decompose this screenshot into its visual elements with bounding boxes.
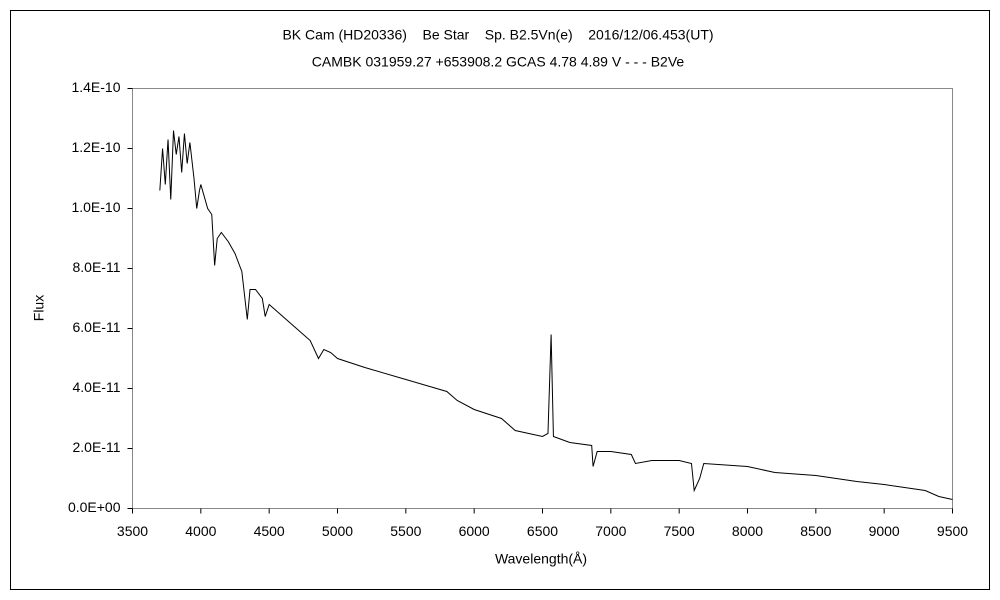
- chart-subtitle: CAMBK 031959.27 +653908.2 GCAS 4.78 4.89…: [312, 54, 685, 70]
- x-tick-label: 5000: [322, 523, 353, 539]
- x-tick-label: 6500: [527, 523, 558, 539]
- y-tick-label: 1.4E-10: [71, 79, 120, 95]
- x-tick-label: 6000: [459, 523, 490, 539]
- y-tick-label: 8.0E-11: [73, 259, 121, 275]
- y-tick-label: 4.0E-11: [73, 379, 121, 395]
- spectrum-line: [159, 130, 953, 500]
- y-tick-label: 1.2E-10: [71, 139, 120, 155]
- x-tick-label: 5500: [390, 523, 421, 539]
- x-tick-label: 7500: [664, 523, 695, 539]
- x-tick-label: 7000: [595, 523, 626, 539]
- x-axis-label: Wavelength(Å): [495, 551, 587, 567]
- chart-frame: [10, 10, 990, 590]
- x-tick-label: 4500: [254, 523, 285, 539]
- x-tick-label: 8500: [800, 523, 831, 539]
- x-tick-label: 9500: [937, 523, 968, 539]
- y-tick-label: 6.0E-11: [73, 319, 121, 335]
- y-tick-label: 0.0E+00: [68, 499, 121, 515]
- x-tick-label: 4000: [185, 523, 216, 539]
- chart-title: BK Cam (HD20336) Be Star Sp. B2.5Vn(e) 2…: [282, 27, 713, 43]
- x-tick-label: 3500: [117, 523, 148, 539]
- plot-area: [132, 88, 953, 509]
- y-axis-label: Flux: [31, 295, 47, 321]
- x-tick-label: 9000: [869, 523, 900, 539]
- x-tick-label: 8000: [732, 523, 763, 539]
- y-tick-label: 2.0E-11: [73, 439, 121, 455]
- y-tick-label: 1.0E-10: [71, 199, 120, 215]
